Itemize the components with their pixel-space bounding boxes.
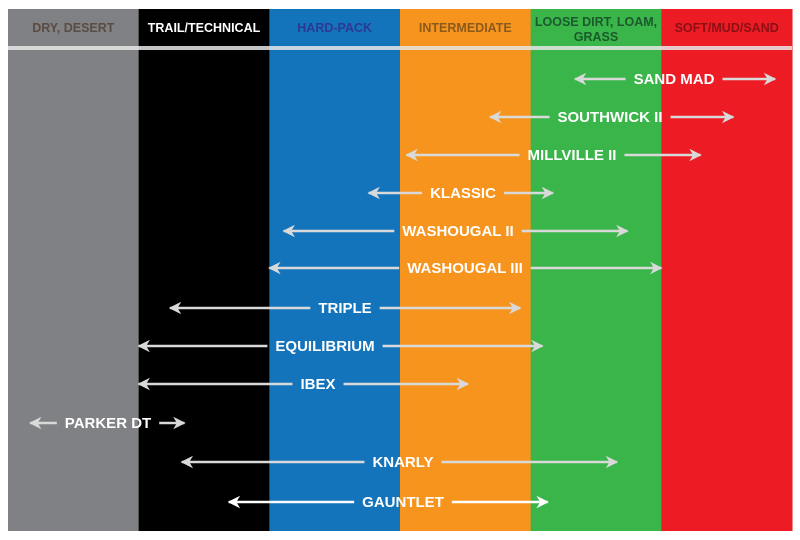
terrain-column <box>400 9 532 531</box>
tire-label: TRIPLE <box>318 300 371 317</box>
column-header: TRAIL/TECHNICAL <box>148 21 261 35</box>
column-header: INTERMEDIATE <box>419 21 512 35</box>
tire-label: KNARLY <box>372 454 433 471</box>
terrain-column <box>269 9 401 531</box>
tire-range-ibex: IBEX <box>137 376 470 393</box>
column-header: SOFT/MUD/SAND <box>675 21 779 35</box>
tire-label: GAUNTLET <box>362 494 444 511</box>
tire-range-knarly: KNARLY <box>180 454 619 471</box>
terrain-column <box>530 9 662 531</box>
tire-range-triple: TRIPLE <box>168 300 522 317</box>
tire-range-parker-dt: PARKER DT <box>28 415 186 432</box>
tire-label: SOUTHWICK II <box>558 109 663 126</box>
tire-range-millville-ii: MILLVILLE II <box>405 147 702 164</box>
tire-label: SAND MAD <box>634 71 715 88</box>
tire-range-sand-mad: SAND MAD <box>573 71 777 88</box>
column-header: HARD-PACK <box>297 21 372 35</box>
column-header: DRY, DESERT <box>32 21 115 35</box>
tire-range-southwick-ii: SOUTHWICK II <box>488 109 735 126</box>
tire-range-washougal-ii: WASHOUGAL II <box>282 223 629 240</box>
tire-range-klassic: KLASSIC <box>367 185 555 202</box>
tire-range-gauntlet: GAUNTLET <box>227 494 549 511</box>
tire-label: WASHOUGAL II <box>402 223 513 240</box>
terrain-column <box>138 9 270 531</box>
tire-label: KLASSIC <box>430 185 496 202</box>
tire-label: WASHOUGAL III <box>407 260 523 277</box>
tire-label: PARKER DT <box>65 415 151 432</box>
tire-label: EQUILIBRIUM <box>275 338 374 355</box>
terrain-column <box>8 9 140 531</box>
terrain-column <box>661 9 793 531</box>
tire-label: IBEX <box>300 376 335 393</box>
tire-range-equilibrium: EQUILIBRIUM <box>137 338 544 355</box>
tire-label: MILLVILLE II <box>528 147 617 164</box>
tire-range-washougal-iii: WASHOUGAL III <box>268 260 663 277</box>
column-header: LOOSE DIRT, LOAM, GRASS <box>535 15 657 44</box>
header-divider <box>8 46 793 50</box>
